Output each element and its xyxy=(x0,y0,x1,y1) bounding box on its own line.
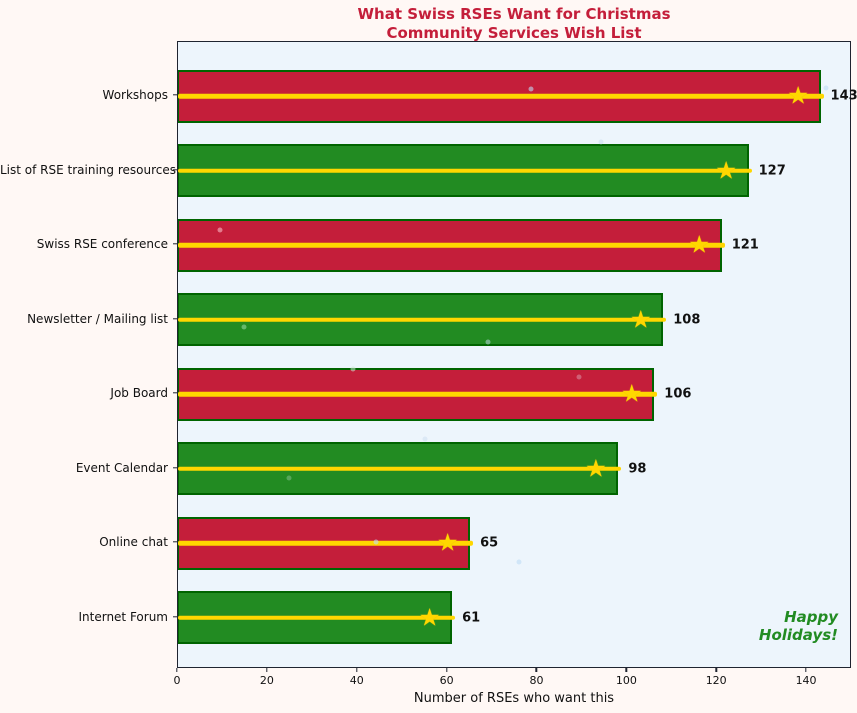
holiday-annotation: Happy Holidays! xyxy=(759,608,838,646)
value-label: 98 xyxy=(628,461,647,476)
value-label: 65 xyxy=(480,535,499,551)
chart-title-line-2: Community Services Wish List xyxy=(386,23,642,42)
y-tick-mark xyxy=(173,392,177,394)
x-tick-label: 60 xyxy=(439,674,454,687)
star-icon: ★ xyxy=(418,603,441,632)
y-tick-mark xyxy=(173,168,177,171)
garland-line xyxy=(178,391,658,397)
x-tick-label: 100 xyxy=(615,674,637,687)
x-tick-label: 40 xyxy=(349,674,364,687)
bar-row: ★ 127 xyxy=(178,144,852,197)
star-icon: ★ xyxy=(621,379,643,408)
category-label: Event Calendar xyxy=(75,460,168,475)
x-tick-label: 140 xyxy=(795,674,817,687)
x-tick-label: 80 xyxy=(529,674,544,687)
snowflake-dot xyxy=(217,227,223,232)
snowflake-dot xyxy=(516,559,522,565)
bar-row: ★ 121 xyxy=(178,218,852,272)
garland-line xyxy=(178,615,456,620)
snowflake-dot xyxy=(241,324,247,330)
snowflake-dot xyxy=(350,366,356,372)
x-tick-mark xyxy=(356,668,358,672)
garland-line xyxy=(178,242,725,248)
snowflake-dot xyxy=(823,85,829,91)
y-tick-mark xyxy=(173,317,177,320)
snowflake-dot xyxy=(286,475,292,481)
x-tick-label: 120 xyxy=(705,674,727,687)
y-tick-mark xyxy=(173,243,177,245)
garland-line xyxy=(178,540,474,546)
x-tick-mark xyxy=(805,668,807,672)
x-tick-mark xyxy=(625,668,628,672)
x-tick-mark xyxy=(535,668,538,672)
category-label: Swiss RSE conference xyxy=(36,237,168,251)
category-label: Job Board xyxy=(110,386,168,400)
x-tick-mark xyxy=(715,668,717,672)
garland-line xyxy=(178,317,667,322)
bar-row: ★ 65 xyxy=(178,516,852,570)
holiday-annotation-line-2: Holidays! xyxy=(758,626,838,645)
value-label: 61 xyxy=(462,610,481,625)
garland-line xyxy=(178,93,824,99)
x-tick-mark xyxy=(266,668,268,672)
holiday-annotation-line-1: Happy xyxy=(784,607,838,626)
star-icon: ★ xyxy=(630,305,652,334)
category-label: Online chat xyxy=(99,535,168,549)
plot-area: Happy Holidays! ★ 143 ★ 127 ★ 121 ★ 108 ★ 106 ★ 98 ★… xyxy=(177,41,857,668)
x-tick-mark xyxy=(176,668,178,672)
star-icon: ★ xyxy=(715,156,737,185)
chart-title: What Swiss RSEs Want for Christmas Commu… xyxy=(177,5,851,43)
star-icon: ★ xyxy=(787,81,809,110)
category-label: List of RSE training resources xyxy=(0,162,176,177)
value-label: 106 xyxy=(664,386,692,402)
value-label: 121 xyxy=(731,237,759,253)
garland-line xyxy=(178,466,622,471)
y-tick-mark xyxy=(173,466,177,469)
snowflake-dot xyxy=(485,339,491,345)
bar-row: ★ 108 xyxy=(178,293,852,346)
star-icon: ★ xyxy=(436,528,459,557)
chart-title-line-1: What Swiss RSEs Want for Christmas xyxy=(357,5,671,23)
value-label: 127 xyxy=(758,163,786,178)
y-tick-mark xyxy=(173,94,177,96)
x-axis-title: Number of RSEs who want this xyxy=(413,691,615,706)
x-tick-label: 0 xyxy=(173,674,181,687)
x-tick-mark xyxy=(445,668,448,672)
value-label: 143 xyxy=(830,88,857,104)
garland-line xyxy=(178,168,752,173)
snowflake-dot xyxy=(373,539,379,545)
x-tick-label: 20 xyxy=(259,674,274,687)
bar-row: ★ 98 xyxy=(178,442,852,495)
y-tick-mark xyxy=(173,615,177,618)
star-icon: ★ xyxy=(585,454,607,483)
bar-row: ★ 61 xyxy=(178,591,852,644)
bar-row: ★ 106 xyxy=(178,367,852,421)
y-tick-mark xyxy=(173,541,177,543)
bar-row: ★ 143 xyxy=(178,69,857,123)
snowflake-dot xyxy=(422,436,428,442)
snowflake-dot xyxy=(598,139,604,145)
category-label: Workshops xyxy=(102,88,168,102)
category-label: Newsletter / Mailing list xyxy=(27,311,168,326)
star-icon: ★ xyxy=(688,230,710,259)
value-label: 108 xyxy=(673,312,701,327)
category-label: Internet Forum xyxy=(78,609,168,624)
snowflake-dot xyxy=(528,86,534,92)
snowflake-dot xyxy=(576,374,582,380)
